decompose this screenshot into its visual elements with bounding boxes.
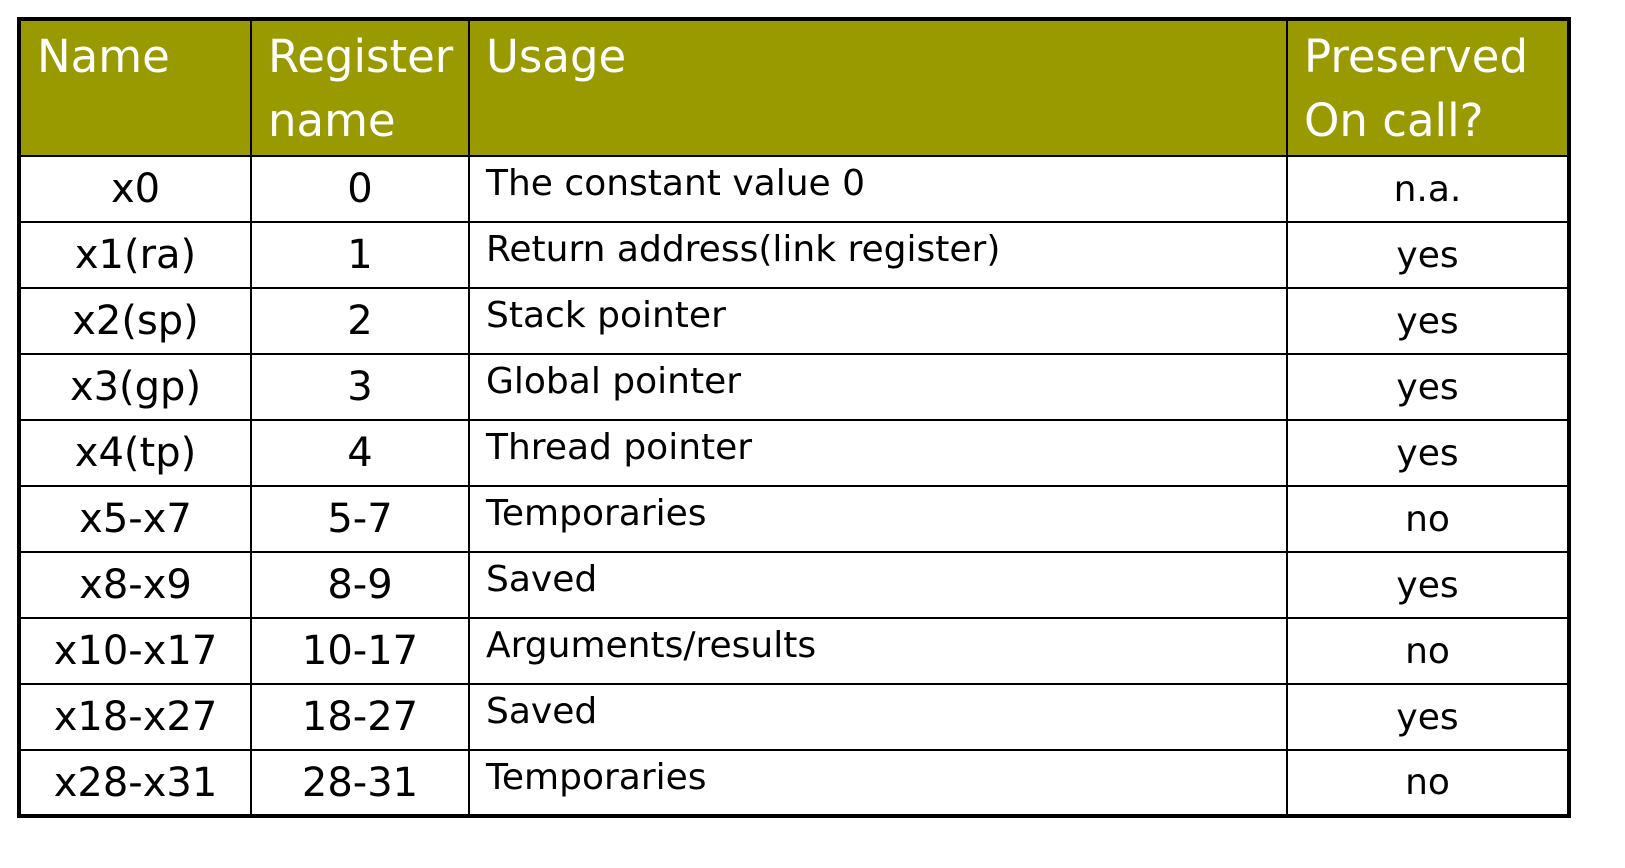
cell-usage: Arguments/results	[468, 617, 1288, 685]
header-preserved-line1: Preserved	[1304, 30, 1529, 83]
cell-register-number: 0	[250, 155, 470, 223]
cell-register-name: x8-x9	[18, 551, 252, 619]
cell-preserved: no	[1286, 617, 1570, 685]
table-row: x28-x31 28-31 Temporaries no	[18, 749, 1570, 817]
header-usage: Usage	[468, 18, 1288, 157]
table-header: Name Register name Usage Preserved On ca…	[18, 18, 1570, 157]
cell-register-number: 4	[250, 419, 470, 487]
table-row: x18-x27 18-27 Saved yes	[18, 683, 1570, 751]
cell-register-name: x5-x7	[18, 485, 252, 553]
header-register-name-line2: name	[268, 94, 396, 147]
cell-register-number: 8-9	[250, 551, 470, 619]
cell-usage: Global pointer	[468, 353, 1288, 421]
cell-register-number: 2	[250, 287, 470, 355]
header-preserved: Preserved On call?	[1286, 18, 1570, 157]
table-row: x5-x7 5-7 Temporaries no	[18, 485, 1570, 553]
cell-preserved: yes	[1286, 287, 1570, 355]
table-body: x0 0 The constant value 0 n.a. x1(ra) 1 Return…	[18, 155, 1570, 817]
cell-register-number: 3	[250, 353, 470, 421]
cell-usage: Saved	[468, 683, 1288, 751]
cell-register-number: 10-17	[250, 617, 470, 685]
table-row: x2(sp) 2 Stack pointer yes	[18, 287, 1570, 355]
header-name: Name	[18, 18, 252, 157]
cell-register-name: x18-x27	[18, 683, 252, 751]
cell-preserved: yes	[1286, 683, 1570, 751]
cell-preserved: yes	[1286, 221, 1570, 289]
cell-usage: Saved	[468, 551, 1288, 619]
table-row: x1(ra) 1 Return address(link register) yes	[18, 221, 1570, 289]
table-row: x3(gp) 3 Global pointer yes	[18, 353, 1570, 421]
table-row: x0 0 The constant value 0 n.a.	[18, 155, 1570, 223]
cell-preserved: no	[1286, 485, 1570, 553]
table-row: x4(tp) 4 Thread pointer yes	[18, 419, 1570, 487]
header-register-name: Register name	[250, 18, 470, 157]
cell-register-name: x2(sp)	[18, 287, 252, 355]
header-preserved-line2: On call?	[1304, 94, 1484, 147]
cell-usage: Temporaries	[468, 749, 1288, 817]
header-name-label: Name	[37, 30, 170, 83]
cell-register-name: x4(tp)	[18, 419, 252, 487]
cell-register-name: x28-x31	[18, 749, 252, 817]
cell-usage: The constant value 0	[468, 155, 1288, 223]
cell-register-number: 18-27	[250, 683, 470, 751]
cell-register-number: 5-7	[250, 485, 470, 553]
cell-preserved: no	[1286, 749, 1570, 817]
cell-preserved: n.a.	[1286, 155, 1570, 223]
cell-preserved: yes	[1286, 551, 1570, 619]
header-usage-label: Usage	[486, 30, 627, 83]
cell-preserved: yes	[1286, 419, 1570, 487]
cell-usage: Return address(link register)	[468, 221, 1288, 289]
cell-usage: Thread pointer	[468, 419, 1288, 487]
cell-register-name: x3(gp)	[18, 353, 252, 421]
cell-register-name: x0	[18, 155, 252, 223]
table-row: x10-x17 10-17 Arguments/results no	[18, 617, 1570, 685]
table-row: x8-x9 8-9 Saved yes	[18, 551, 1570, 619]
cell-register-number: 1	[250, 221, 470, 289]
cell-usage: Temporaries	[468, 485, 1288, 553]
cell-preserved: yes	[1286, 353, 1570, 421]
register-table: Name Register name Usage Preserved On ca…	[17, 17, 1571, 818]
cell-usage: Stack pointer	[468, 287, 1288, 355]
cell-register-number: 28-31	[250, 749, 470, 817]
cell-register-name: x1(ra)	[18, 221, 252, 289]
header-register-name-line1: Register	[268, 30, 454, 83]
cell-register-name: x10-x17	[18, 617, 252, 685]
header-row: Name Register name Usage Preserved On ca…	[18, 18, 1570, 157]
